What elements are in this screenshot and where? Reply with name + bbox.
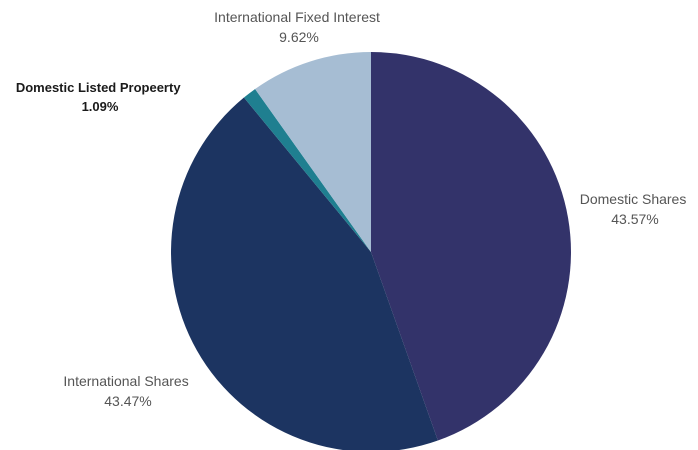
label-international-fixed-interest-name: International Fixed Interest bbox=[214, 9, 380, 25]
label-international-shares: International Shares 43.47% bbox=[63, 373, 192, 409]
pie-slice-domestic-shares bbox=[371, 52, 571, 441]
label-international-fixed-interest-value: 9.62% bbox=[279, 29, 319, 45]
label-domestic-shares-value: 43.57% bbox=[611, 211, 658, 227]
label-domestic-listed-property: Domestic Listed Propeerty 1.09% bbox=[16, 80, 184, 114]
label-domestic-listed-property-value: 1.09% bbox=[82, 99, 119, 114]
label-domestic-shares-name: Domestic Shares bbox=[580, 191, 687, 207]
label-international-fixed-interest: International Fixed Interest 9.62% bbox=[214, 9, 384, 45]
label-international-shares-name: International Shares bbox=[63, 373, 188, 389]
pie-slice-international-fixed-interest bbox=[255, 52, 371, 252]
label-domestic-listed-property-name: Domestic Listed Propeerty bbox=[16, 80, 181, 95]
label-international-shares-value: 43.47% bbox=[104, 393, 151, 409]
label-domestic-shares: Domestic Shares 43.57% bbox=[580, 191, 690, 227]
pie-slices bbox=[171, 52, 571, 450]
pie-slice-international-shares bbox=[171, 97, 438, 450]
pie-slice-domestic-listed-propeerty bbox=[243, 89, 371, 252]
